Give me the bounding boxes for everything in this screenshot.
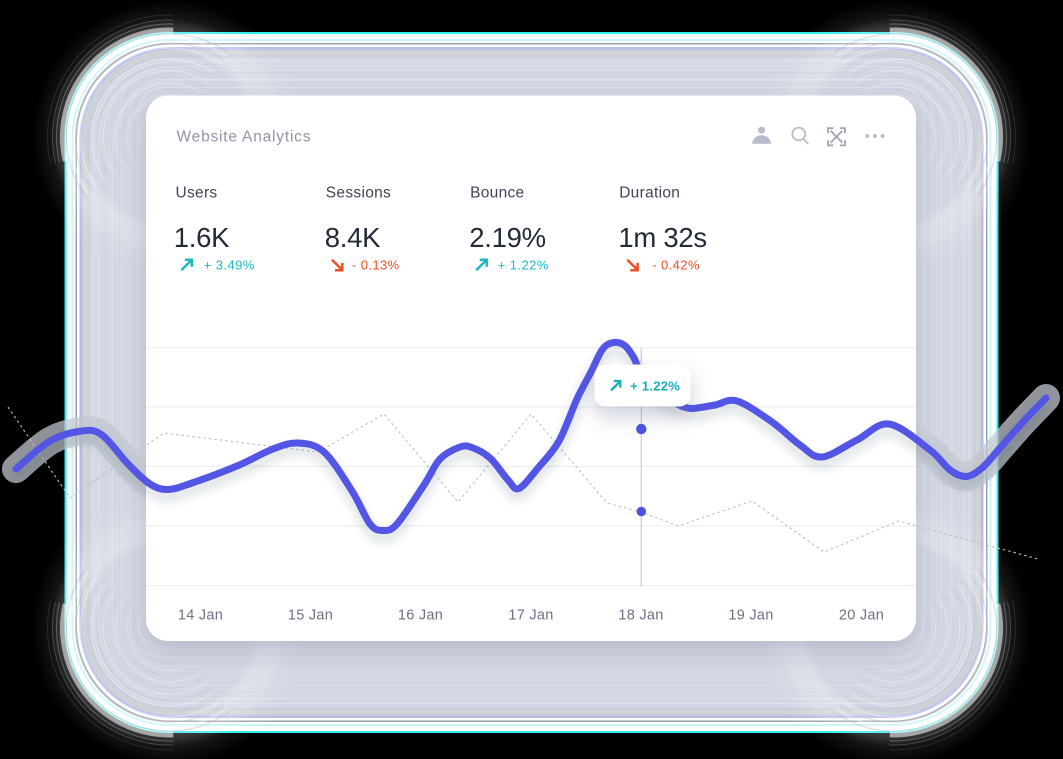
- svg-text:+ 3.49%: + 3.49%: [204, 258, 255, 273]
- svg-text:1m 32s: 1m 32s: [618, 222, 706, 253]
- svg-text:- 0.42%: - 0.42%: [652, 258, 700, 273]
- svg-text:Website Analytics: Website Analytics: [177, 129, 312, 146]
- svg-text:2.19%: 2.19%: [469, 222, 545, 253]
- svg-text:17 Jan: 17 Jan: [508, 608, 553, 624]
- svg-text:15 Jan: 15 Jan: [288, 608, 333, 624]
- svg-text:20 Jan: 20 Jan: [839, 608, 884, 624]
- svg-text:14 Jan: 14 Jan: [178, 608, 223, 624]
- svg-text:1.6K: 1.6K: [174, 222, 230, 253]
- svg-text:18 Jan: 18 Jan: [618, 608, 663, 624]
- svg-text:+ 1.22%: + 1.22%: [498, 258, 549, 273]
- svg-text:Bounce: Bounce: [470, 185, 524, 202]
- svg-text:16 Jan: 16 Jan: [398, 608, 443, 624]
- svg-text:Sessions: Sessions: [326, 185, 391, 202]
- svg-text:19 Jan: 19 Jan: [728, 608, 773, 624]
- svg-text:Users: Users: [176, 185, 218, 202]
- svg-text:8.4K: 8.4K: [325, 222, 381, 253]
- svg-text:Duration: Duration: [619, 185, 680, 202]
- svg-text:- 0.13%: - 0.13%: [352, 258, 400, 273]
- svg-text:+ 1.22%: + 1.22%: [630, 378, 680, 393]
